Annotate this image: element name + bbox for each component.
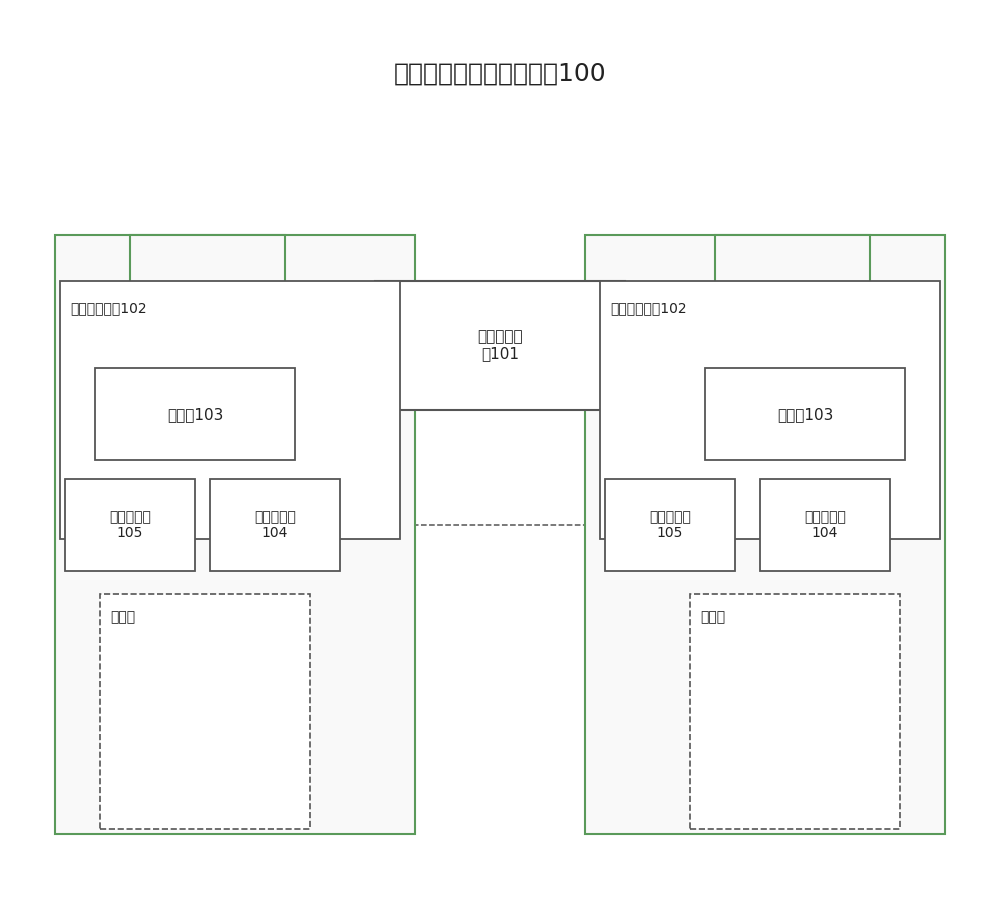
Text: 处理器103: 处理器103: [167, 407, 223, 422]
Bar: [690, 594, 900, 829]
Bar: [715, 235, 870, 313]
Bar: [760, 479, 890, 571]
Bar: [210, 479, 340, 571]
Text: 绝缘轴承装
置101: 绝缘轴承装 置101: [477, 329, 523, 362]
Bar: [60, 281, 400, 539]
Text: 电线杆: 电线杆: [110, 611, 135, 624]
Bar: [705, 368, 905, 460]
Bar: [605, 479, 735, 571]
Bar: [100, 594, 310, 829]
Bar: [130, 235, 285, 313]
Bar: [585, 235, 945, 834]
Bar: [55, 235, 415, 834]
Bar: [65, 479, 195, 571]
Bar: [375, 281, 625, 410]
Text: 磁性吸附器
105: 磁性吸附器 105: [649, 510, 691, 540]
Bar: [600, 281, 940, 539]
Text: 弹性助推器
104: 弹性助推器 104: [254, 510, 296, 540]
Bar: [95, 368, 295, 460]
Text: 节点控制装置102: 节点控制装置102: [610, 301, 687, 315]
Text: 节点控制装置102: 节点控制装置102: [70, 301, 147, 315]
Text: 基于电线的生物驱赶设备100: 基于电线的生物驱赶设备100: [394, 62, 606, 86]
Text: 处理器103: 处理器103: [777, 407, 833, 422]
Text: 弹性助推器
104: 弹性助推器 104: [804, 510, 846, 540]
Text: 电线杆: 电线杆: [700, 611, 725, 624]
Text: 磁性吸附器
105: 磁性吸附器 105: [109, 510, 151, 540]
